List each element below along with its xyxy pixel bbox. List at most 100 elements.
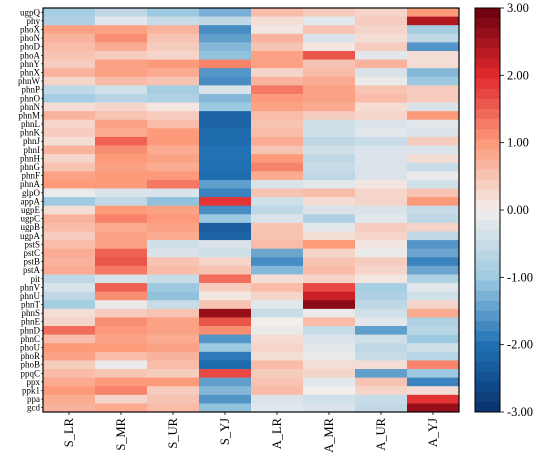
heatmap-cell bbox=[355, 360, 408, 370]
heatmap-cell bbox=[43, 222, 96, 232]
heatmap-cell bbox=[251, 308, 304, 318]
heatmap-cell bbox=[251, 386, 304, 396]
row-label: pstS bbox=[24, 239, 40, 249]
heatmap-cell bbox=[43, 111, 96, 121]
heatmap-cell bbox=[407, 326, 460, 335]
row-label: phnH bbox=[20, 153, 41, 163]
heatmap-cell bbox=[355, 76, 408, 86]
heatmap-cell bbox=[199, 93, 252, 103]
heatmap-cell bbox=[43, 93, 96, 103]
heatmap-cell bbox=[199, 16, 252, 26]
heatmap-cell bbox=[43, 179, 96, 189]
heatmap-cell bbox=[199, 136, 252, 146]
heatmap-cell bbox=[199, 326, 252, 335]
heatmap-cell bbox=[303, 59, 356, 69]
heatmap-cell bbox=[147, 154, 200, 164]
heatmap-cell bbox=[303, 76, 356, 86]
heatmap-cell bbox=[407, 394, 460, 404]
heatmap-cell bbox=[251, 154, 304, 164]
heatmap-cell bbox=[251, 369, 304, 378]
heatmap-cell bbox=[43, 369, 96, 378]
heatmap-cell bbox=[95, 214, 148, 224]
heatmap-cell bbox=[303, 403, 356, 413]
heatmap-cell bbox=[199, 334, 252, 344]
row-label: pstC bbox=[23, 248, 40, 258]
row-label: phnG bbox=[20, 162, 41, 172]
row-label: phnK bbox=[20, 128, 41, 138]
row-label: ugpQ bbox=[20, 7, 41, 17]
heatmap-cell bbox=[407, 111, 460, 121]
row-label: phnY bbox=[20, 59, 41, 69]
heatmap-cell bbox=[43, 274, 96, 284]
heatmap-cell bbox=[303, 85, 356, 95]
heatmap-cell bbox=[43, 300, 96, 310]
heatmap-cell bbox=[251, 111, 304, 121]
heatmap-cell bbox=[251, 42, 304, 52]
row-label: pit bbox=[30, 274, 40, 284]
row-label: phnV bbox=[20, 282, 41, 292]
heatmap-cell bbox=[407, 205, 460, 215]
heatmap-cell bbox=[251, 274, 304, 284]
row-label: phnE bbox=[21, 317, 41, 327]
heatmap-cell bbox=[407, 214, 460, 224]
heatmap-cell bbox=[147, 334, 200, 344]
heatmap-cell bbox=[303, 351, 356, 361]
heatmap-cell bbox=[251, 248, 304, 258]
heatmap-cell bbox=[147, 265, 200, 275]
heatmap-cell bbox=[251, 403, 304, 413]
heatmap-cell bbox=[355, 283, 408, 292]
heatmap-cell bbox=[407, 25, 460, 35]
heatmap-cell bbox=[407, 360, 460, 370]
heatmap-cell bbox=[95, 25, 148, 35]
heatmap-cell bbox=[199, 317, 252, 327]
row-label: phy bbox=[27, 16, 41, 26]
heatmap-cell bbox=[303, 291, 356, 301]
heatmap-cell bbox=[43, 240, 96, 249]
row-label: phnL bbox=[21, 119, 40, 129]
heatmap-cell bbox=[355, 343, 408, 353]
heatmap-cell bbox=[303, 317, 356, 327]
heatmap-cell bbox=[43, 128, 96, 138]
heatmap-cell bbox=[43, 102, 96, 112]
heatmap-cell bbox=[199, 33, 252, 43]
colorbar-segment bbox=[475, 220, 500, 231]
heatmap-cell bbox=[43, 162, 96, 172]
heatmap-cell bbox=[355, 386, 408, 396]
heatmap-cell bbox=[355, 179, 408, 189]
heatmap-cell bbox=[199, 59, 252, 69]
heatmap-cell bbox=[303, 360, 356, 370]
heatmap-cell bbox=[199, 360, 252, 370]
column-label: S_LR bbox=[62, 417, 76, 447]
heatmap-cell bbox=[303, 154, 356, 164]
colorbar-segment bbox=[475, 58, 500, 69]
heatmap-cell bbox=[303, 214, 356, 224]
row-label: phnO bbox=[20, 93, 41, 103]
colorbar-segment bbox=[475, 119, 500, 130]
row-label: ugpB bbox=[20, 222, 40, 232]
colorbar-segment bbox=[475, 149, 500, 160]
row-label: phoD bbox=[20, 42, 41, 52]
heatmap-cell bbox=[147, 33, 200, 43]
heatmap-cell bbox=[303, 111, 356, 121]
heatmap-cell bbox=[147, 360, 200, 370]
heatmap-cell bbox=[147, 136, 200, 146]
heatmap-cell bbox=[95, 171, 148, 181]
heatmap-cell bbox=[355, 351, 408, 361]
heatmap-cell bbox=[355, 248, 408, 258]
row-label: phnW bbox=[18, 76, 41, 86]
heatmap-cell bbox=[95, 50, 148, 60]
colorbar-segment bbox=[475, 331, 500, 342]
heatmap-cell bbox=[147, 16, 200, 26]
heatmap-cell bbox=[407, 93, 460, 103]
heatmap-cell bbox=[355, 188, 408, 198]
row-label: glpO bbox=[22, 188, 41, 198]
colorbar-segment bbox=[475, 199, 500, 211]
heatmap-cell bbox=[251, 16, 304, 26]
heatmap-cell bbox=[355, 68, 408, 78]
row-label: phnX bbox=[20, 67, 41, 77]
heatmap-cell bbox=[147, 240, 200, 249]
heatmap-cell bbox=[95, 403, 148, 413]
heatmap-cell bbox=[199, 102, 252, 112]
heatmap-cell bbox=[147, 326, 200, 335]
heatmap-cell bbox=[303, 283, 356, 292]
